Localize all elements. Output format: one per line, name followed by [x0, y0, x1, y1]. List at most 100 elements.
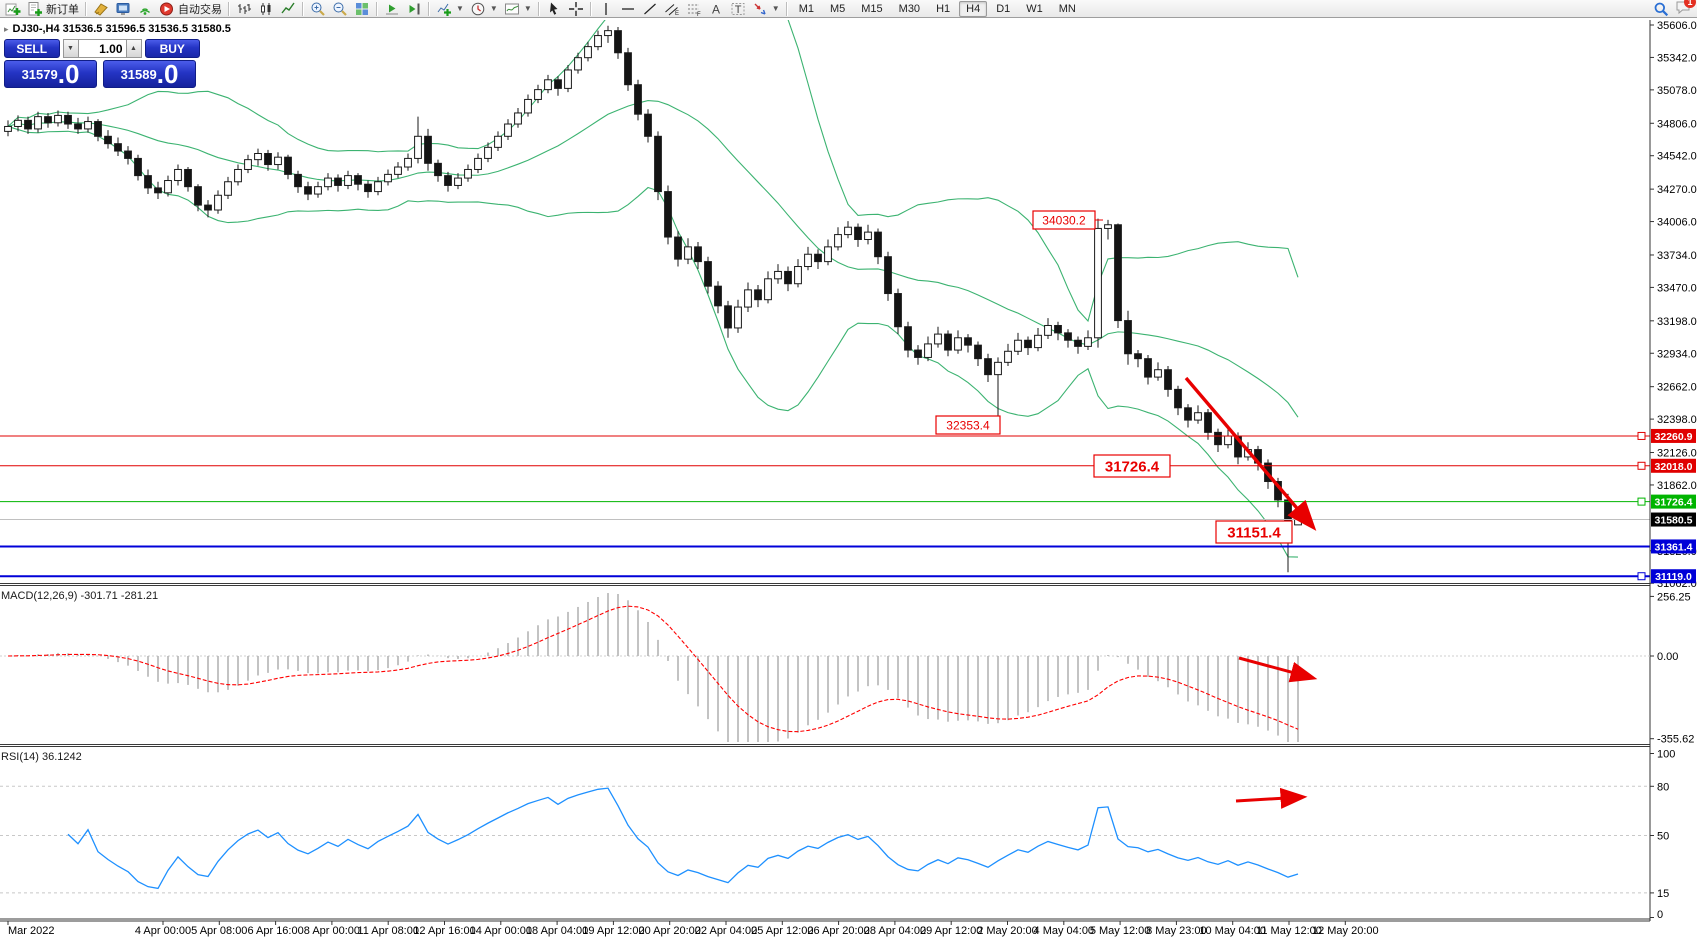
- new-chart-button[interactable]: [2, 1, 24, 17]
- trend-arrow[interactable]: [1238, 656, 1318, 683]
- date-label: 20 Apr 20:00: [639, 925, 701, 937]
- volume-input[interactable]: [78, 39, 126, 58]
- annotation-text: 31151.4: [1227, 524, 1281, 541]
- candle-body: [1214, 431, 1222, 446]
- cursor-button[interactable]: [543, 1, 565, 17]
- equidistant-channel-button[interactable]: E: [661, 1, 683, 17]
- date-label: 14 Apr 00:00: [470, 925, 532, 937]
- chart-shift-button[interactable]: [403, 1, 425, 17]
- trend-arrow[interactable]: [1235, 787, 1308, 809]
- candle-body: [84, 121, 92, 130]
- bar-chart-mode-button[interactable]: [233, 1, 255, 17]
- search-icon[interactable]: [1653, 1, 1669, 17]
- candle-body: [394, 166, 402, 175]
- autotrading-button[interactable]: 自动交易: [156, 1, 225, 17]
- level-handle[interactable]: [1637, 572, 1646, 581]
- candle-body: [414, 135, 422, 159]
- candle-body: [904, 326, 912, 351]
- volume-stepper: ▼ ▲: [62, 39, 142, 58]
- candle-body: [924, 343, 932, 358]
- volume-up-button[interactable]: ▲: [125, 39, 142, 58]
- level-handle[interactable]: [1637, 431, 1646, 440]
- profiles-button[interactable]: [90, 1, 112, 17]
- sell-button[interactable]: SELL: [4, 39, 60, 58]
- bar-chart-icon: [236, 1, 252, 17]
- sell-price-display[interactable]: 31579.0: [4, 60, 97, 88]
- timeframe-m30[interactable]: M30: [898, 2, 921, 15]
- periods-button[interactable]: ▼: [467, 1, 501, 17]
- line-chart-mode-button[interactable]: [277, 1, 299, 17]
- zoom-in-button[interactable]: [307, 1, 329, 17]
- timeframe-d1[interactable]: D1: [996, 2, 1011, 15]
- level-handle[interactable]: [1637, 497, 1646, 506]
- text-button[interactable]: A: [705, 1, 727, 17]
- new-order-button[interactable]: 新订单: [24, 1, 82, 17]
- arrows-button[interactable]: ▼: [749, 1, 783, 17]
- one-click-collapse-button[interactable]: ▸: [4, 23, 9, 34]
- templates-button[interactable]: ▼: [501, 1, 535, 17]
- annotation-box[interactable]: [1093, 454, 1171, 478]
- separator: [589, 1, 592, 16]
- candle-body: [1134, 353, 1142, 360]
- annotation-box[interactable]: [935, 415, 1001, 435]
- candle-body: [1184, 407, 1192, 421]
- macd-tick-label: 0.00: [1657, 651, 1678, 663]
- tile-windows-button[interactable]: [351, 1, 373, 17]
- indicators-button[interactable]: ▼: [433, 1, 467, 17]
- candle-body: [1114, 224, 1122, 322]
- candle-body: [884, 256, 892, 295]
- signals-button[interactable]: [134, 1, 156, 17]
- auto-scroll-button[interactable]: [381, 1, 403, 17]
- trend-arrow[interactable]: [1184, 376, 1317, 531]
- macd-signal-line: [7, 605, 1299, 733]
- candle-body: [124, 150, 132, 159]
- volume-down-button[interactable]: ▼: [62, 39, 79, 58]
- date-label: 4 Apr 00:00: [135, 925, 191, 937]
- dropdown-caret: ▼: [456, 4, 464, 13]
- date-label: 19 Apr 12:00: [582, 925, 644, 937]
- fibonacci-button[interactable]: F: [683, 1, 705, 17]
- candle-body: [1204, 412, 1212, 433]
- candle-body: [364, 183, 372, 193]
- date-label: 26 Apr 20:00: [807, 925, 869, 937]
- notifications-button[interactable]: 1: [1675, 0, 1696, 18]
- candle-body: [494, 135, 502, 148]
- level-handle[interactable]: [1637, 461, 1646, 470]
- candle-body: [934, 333, 942, 345]
- label-button[interactable]: T: [727, 1, 749, 17]
- macd-tick-label: 256.25: [1657, 591, 1691, 603]
- candlestick-mode-button[interactable]: [255, 1, 277, 17]
- trendline-button[interactable]: [639, 1, 661, 17]
- candle-body: [154, 187, 162, 194]
- text-icon: A: [708, 1, 724, 17]
- buy-button[interactable]: BUY: [144, 39, 200, 58]
- candle-body: [264, 153, 272, 166]
- candle-body: [624, 52, 632, 86]
- candle-body: [474, 157, 482, 170]
- crosshair-button[interactable]: [565, 1, 587, 17]
- rsi-line: [67, 787, 1299, 890]
- new-order-icon: [27, 1, 43, 17]
- svg-text:T: T: [734, 4, 741, 16]
- annotation-box[interactable]: [1215, 520, 1293, 544]
- timeframe-mn[interactable]: MN: [1058, 2, 1076, 15]
- candle-body: [184, 168, 192, 188]
- timeframe-m1[interactable]: M1: [798, 2, 814, 15]
- candle-body: [444, 175, 452, 186]
- timeframe-w1[interactable]: W1: [1026, 2, 1043, 15]
- price-badge-text: 31580.5: [1655, 515, 1693, 527]
- candle-body: [1014, 339, 1022, 352]
- candle-body: [164, 180, 172, 194]
- horizontal-line-button[interactable]: [617, 1, 639, 17]
- vertical-line-button[interactable]: [595, 1, 617, 17]
- zoom-out-button[interactable]: [329, 1, 351, 17]
- timeframe-h1[interactable]: H1: [936, 2, 951, 15]
- timeframe-h4[interactable]: H4: [959, 0, 988, 17]
- buy-price-display[interactable]: 31589.0: [103, 60, 196, 88]
- timeframe-m5[interactable]: M5: [829, 2, 846, 15]
- data-window-button[interactable]: [112, 1, 134, 17]
- timeframe-m15[interactable]: M15: [861, 2, 883, 15]
- candle-body: [504, 123, 512, 137]
